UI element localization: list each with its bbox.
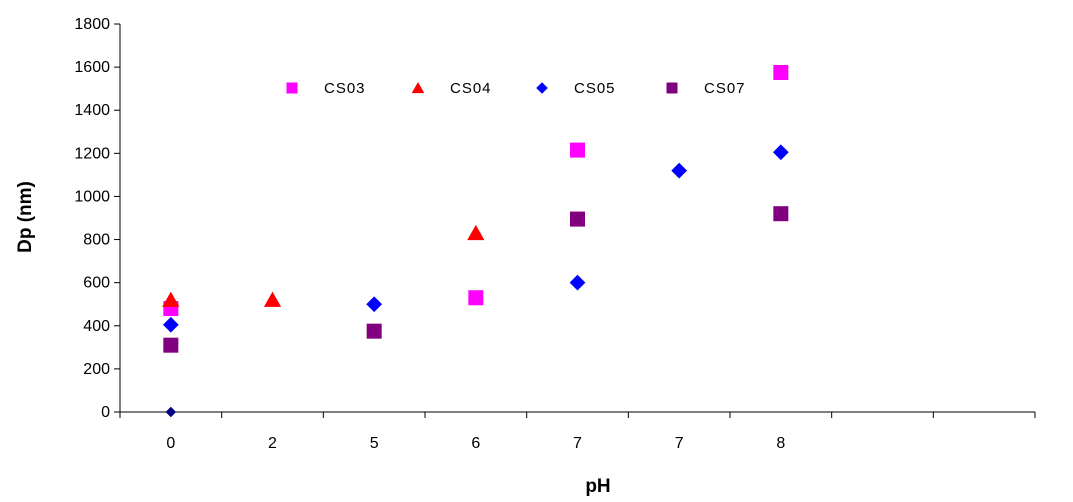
legend-item-cs07: CS07	[666, 80, 746, 97]
y-tick-label: 1400	[74, 102, 110, 119]
point-cs05	[569, 274, 586, 291]
legend-marker-cs03	[286, 82, 298, 94]
x-axis: 0 2 5 6 7 7 8	[119, 411, 1036, 452]
x-tick-label: 7	[573, 435, 582, 452]
x-tick-label: 8	[776, 435, 785, 452]
y-tick-label: 1000	[74, 188, 110, 205]
legend-marker-cs05	[536, 82, 548, 94]
point-cs05	[366, 296, 383, 313]
x-tick-label: 5	[370, 435, 379, 452]
point-cs07	[773, 206, 789, 222]
x-tick-label: 6	[471, 435, 480, 452]
legend-item-cs03: CS03	[286, 80, 366, 97]
legend-label-cs04: CS04	[450, 80, 492, 97]
legend-label-cs07: CS07	[704, 80, 746, 97]
legend: CS03 CS04 CS05 CS07	[286, 80, 746, 97]
point-cs05	[162, 316, 179, 333]
point-cs03	[773, 65, 789, 80]
point-cs07	[570, 211, 585, 227]
point-extra	[165, 406, 177, 418]
legend-label-cs03: CS03	[324, 80, 366, 97]
point-cs07	[163, 337, 179, 353]
y-tick-label: 1200	[74, 145, 110, 162]
y-tick-label: 1800	[74, 16, 110, 33]
y-tick-label: 200	[83, 361, 110, 378]
y-tick-label: 400	[83, 318, 110, 335]
point-cs05	[772, 144, 789, 161]
point-cs04	[467, 224, 485, 241]
legend-marker-cs04	[411, 81, 425, 94]
y-axis-title: Dp (nm)	[15, 181, 36, 253]
x-tick-label: 2	[268, 435, 277, 452]
y-tick-label: 600	[83, 275, 110, 292]
legend-item-cs05: CS05	[536, 80, 615, 97]
point-cs03	[570, 142, 585, 158]
point-cs04	[263, 291, 282, 307]
y-axis: 0 200 400 600 800 1000 1200 1400 1600 1800	[74, 16, 121, 421]
y-tick-label: 1600	[74, 59, 110, 76]
point-cs07	[366, 323, 382, 339]
data-markers	[162, 65, 789, 418]
x-axis-title: pH	[585, 476, 610, 497]
legend-marker-cs07	[666, 82, 678, 94]
x-tick-label: 7	[675, 435, 684, 452]
legend-label-cs05: CS05	[574, 80, 616, 97]
y-tick-label: 800	[83, 232, 110, 249]
point-cs04	[162, 291, 180, 307]
y-tick-label: 0	[101, 404, 110, 421]
legend-item-cs04: CS04	[411, 80, 492, 97]
point-cs03	[468, 290, 484, 306]
point-cs05	[671, 162, 688, 179]
x-tick-label: 0	[166, 435, 175, 452]
